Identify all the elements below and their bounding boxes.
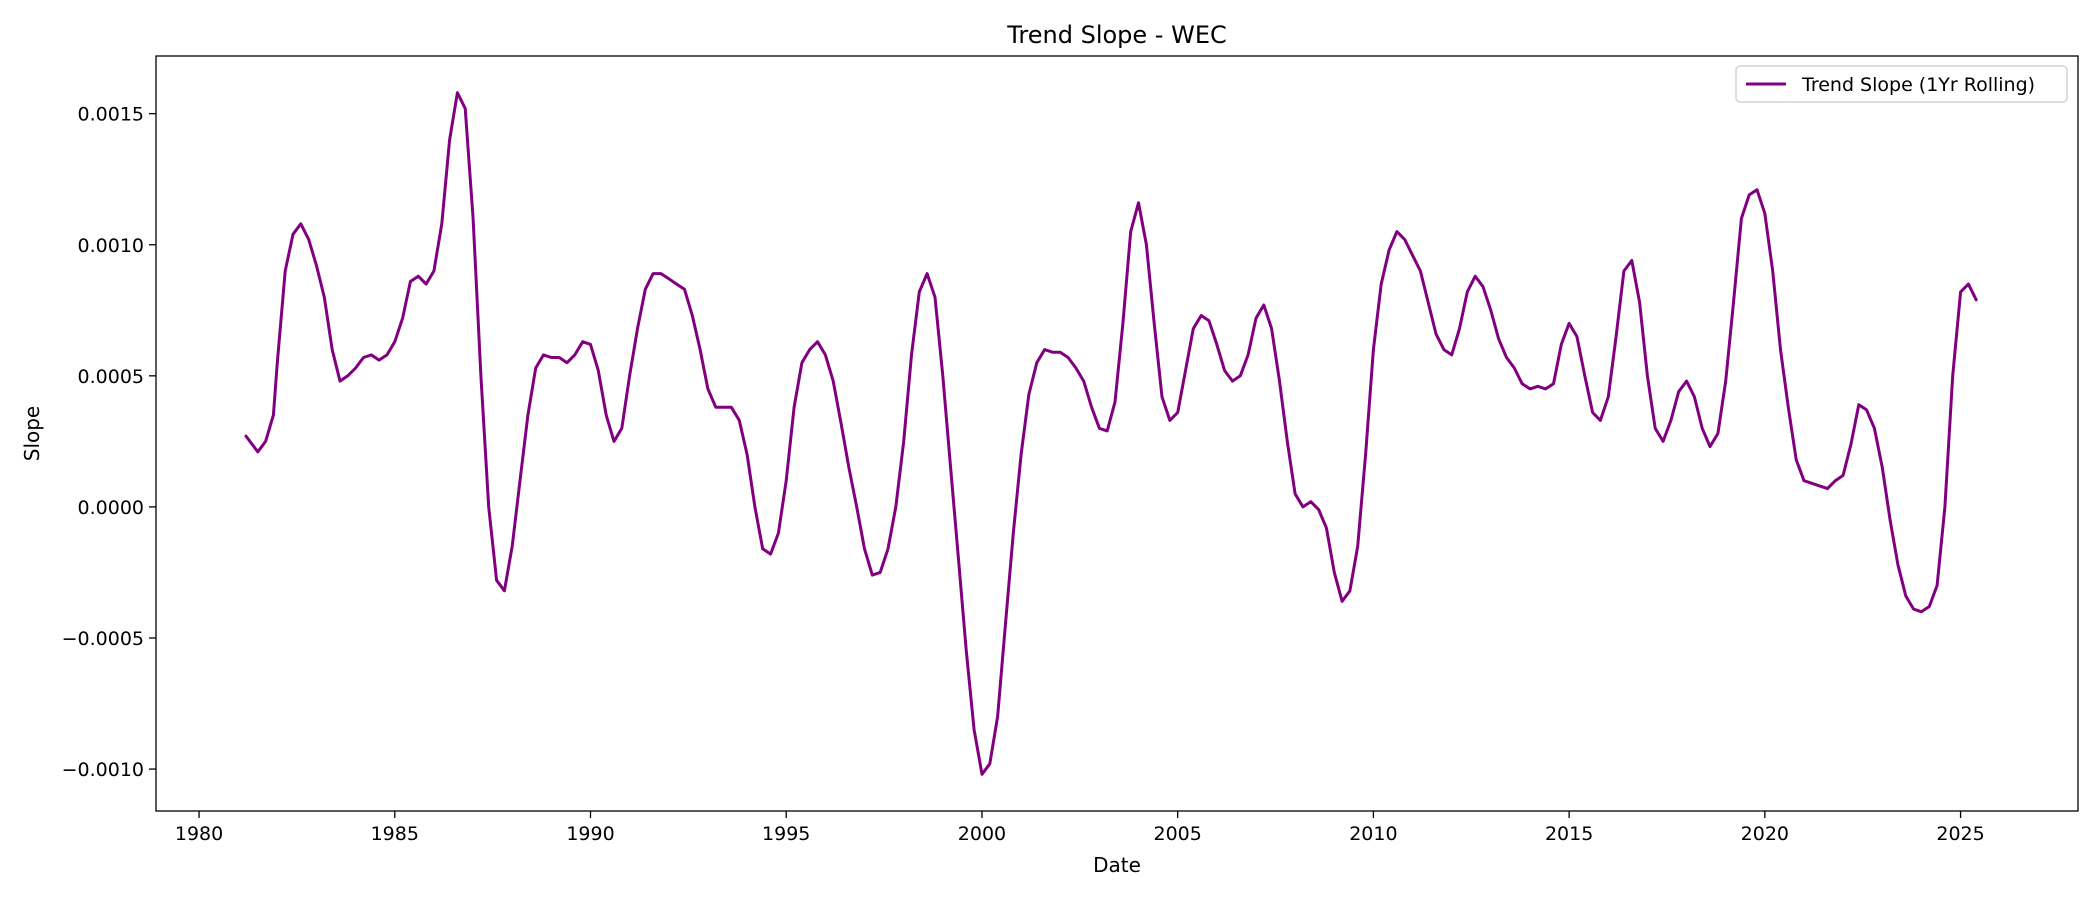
- x-tick-label: 2000: [958, 823, 1006, 845]
- y-tick-label: −0.0010: [62, 759, 144, 781]
- y-tick-label: −0.0005: [62, 628, 144, 650]
- y-axis: 0.0015 0.0010 0.0005 0.0000 −0.0005 −0.0010: [62, 104, 156, 781]
- y-tick-label: 0.0000: [78, 497, 144, 519]
- x-tick-label: 2010: [1349, 823, 1397, 845]
- x-axis-title: Date: [1093, 853, 1141, 877]
- x-tick-label: 1995: [762, 823, 810, 845]
- plot-frame: [155, 55, 2079, 812]
- x-axis: 1980 1985 1990 1995 2000 2005 2010 2015 2020 2025: [175, 811, 1985, 845]
- x-tick-label: 1985: [371, 823, 419, 845]
- x-tick-label: 1980: [175, 823, 223, 845]
- x-tick-label: 2025: [1936, 823, 1984, 845]
- x-tick-label: 2005: [1153, 823, 1201, 845]
- x-tick-label: 1990: [566, 823, 614, 845]
- plot-area: [155, 55, 2079, 812]
- x-tick-label: 2020: [1741, 823, 1789, 845]
- series-line-0: [244, 91, 1978, 776]
- y-tick-label: 0.0005: [78, 366, 144, 388]
- line-layer: [244, 91, 1978, 776]
- y-tick-label: 0.0010: [78, 235, 144, 257]
- y-tick-label: 0.0015: [78, 104, 144, 126]
- chart-title: Trend Slope - WEC: [1006, 21, 1226, 49]
- legend: Trend Slope (1Yr Rolling): [1735, 65, 2068, 103]
- legend-label: Trend Slope (1Yr Rolling): [1801, 74, 2035, 96]
- x-tick-label: 2015: [1545, 823, 1593, 845]
- legend-box: [1735, 65, 2068, 103]
- y-axis-title: Slope: [20, 406, 44, 462]
